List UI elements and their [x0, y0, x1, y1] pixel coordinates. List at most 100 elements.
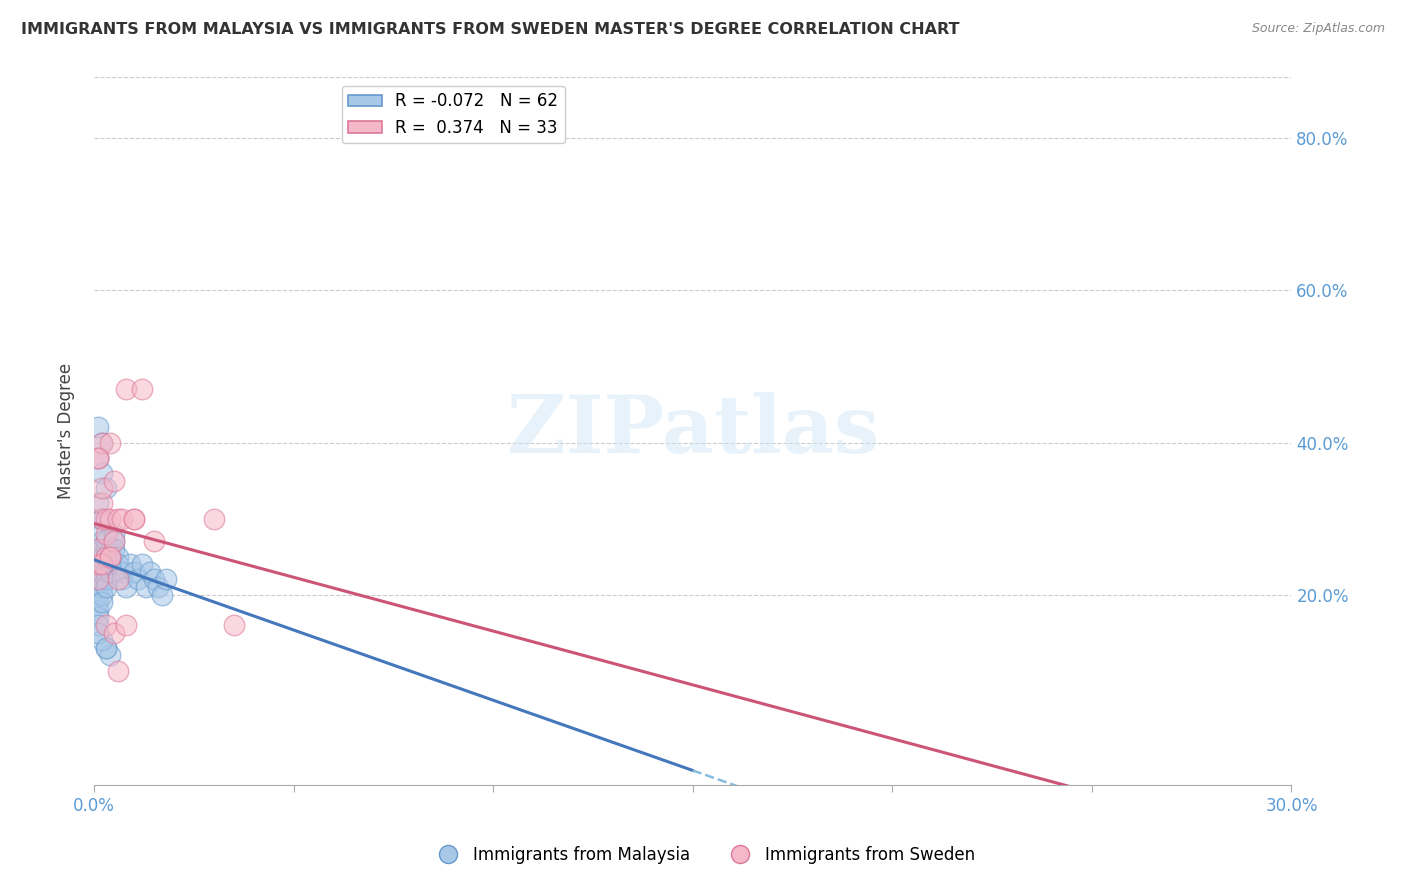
Point [87, 496, 110, 510]
Point [90, 541, 112, 556]
Point [87, 603, 110, 617]
Point [135, 580, 157, 594]
Point [103, 474, 125, 488]
Y-axis label: Master's Degree: Master's Degree [58, 363, 75, 500]
Point [90, 580, 112, 594]
Point [94, 558, 117, 572]
Point [122, 565, 145, 579]
Point [90, 526, 112, 541]
Point [87, 450, 110, 465]
Point [90, 588, 112, 602]
Point [87, 565, 110, 579]
Point [87, 558, 110, 572]
Point [90, 466, 112, 480]
Point [94, 640, 117, 655]
Point [94, 580, 117, 594]
Point [94, 618, 117, 632]
Point [90, 565, 112, 579]
Point [150, 588, 173, 602]
Point [87, 625, 110, 640]
Point [98, 541, 121, 556]
Text: Source: ZipAtlas.com: Source: ZipAtlas.com [1251, 22, 1385, 36]
Point [103, 541, 125, 556]
Point [98, 549, 121, 564]
Legend: R = -0.072   N = 62, R =  0.374   N = 33: R = -0.072 N = 62, R = 0.374 N = 33 [342, 86, 565, 144]
Point [90, 595, 112, 609]
Point [98, 549, 121, 564]
Point [87, 541, 110, 556]
Point [87, 420, 110, 434]
Legend: Immigrants from Malaysia, Immigrants from Sweden: Immigrants from Malaysia, Immigrants fro… [425, 839, 981, 871]
Point [103, 534, 125, 549]
Point [155, 573, 177, 587]
Point [90, 511, 112, 525]
Point [90, 481, 112, 495]
Point [90, 511, 112, 525]
Point [103, 534, 125, 549]
Point [107, 558, 129, 572]
Point [87, 588, 110, 602]
Point [87, 450, 110, 465]
Point [90, 558, 112, 572]
Point [98, 648, 121, 663]
Point [87, 573, 110, 587]
Point [94, 549, 117, 564]
Point [107, 573, 129, 587]
Point [107, 549, 129, 564]
Point [90, 633, 112, 648]
Point [90, 496, 112, 510]
Point [98, 558, 121, 572]
Point [98, 565, 121, 579]
Point [90, 573, 112, 587]
Point [94, 573, 117, 587]
Point [87, 580, 110, 594]
Point [111, 565, 134, 579]
Point [94, 481, 117, 495]
Point [142, 534, 165, 549]
Point [122, 511, 145, 525]
Point [87, 618, 110, 632]
Point [98, 511, 121, 525]
Point [94, 534, 117, 549]
Text: ZIPatlas: ZIPatlas [506, 392, 879, 470]
Point [111, 573, 134, 587]
Point [142, 573, 165, 587]
Point [202, 511, 225, 525]
Point [90, 534, 112, 549]
Point [90, 435, 112, 450]
Point [115, 618, 138, 632]
Point [87, 573, 110, 587]
Point [118, 558, 141, 572]
Point [98, 435, 121, 450]
Point [122, 511, 145, 525]
Point [94, 526, 117, 541]
Point [94, 549, 117, 564]
Point [98, 549, 121, 564]
Point [94, 541, 117, 556]
Point [94, 565, 117, 579]
Point [127, 573, 149, 587]
Point [94, 640, 117, 655]
Point [111, 511, 134, 525]
Point [222, 618, 245, 632]
Point [146, 580, 169, 594]
Point [87, 549, 110, 564]
Point [87, 558, 110, 572]
Point [107, 664, 129, 678]
Point [139, 565, 162, 579]
Point [115, 382, 138, 396]
Point [90, 558, 112, 572]
Point [94, 511, 117, 525]
Point [90, 511, 112, 525]
Point [107, 511, 129, 525]
Point [131, 558, 153, 572]
Point [131, 382, 153, 396]
Point [115, 580, 138, 594]
Point [87, 595, 110, 609]
Point [90, 435, 112, 450]
Point [87, 450, 110, 465]
Point [87, 610, 110, 624]
Text: IMMIGRANTS FROM MALAYSIA VS IMMIGRANTS FROM SWEDEN MASTER'S DEGREE CORRELATION C: IMMIGRANTS FROM MALAYSIA VS IMMIGRANTS F… [21, 22, 959, 37]
Point [103, 625, 125, 640]
Point [90, 549, 112, 564]
